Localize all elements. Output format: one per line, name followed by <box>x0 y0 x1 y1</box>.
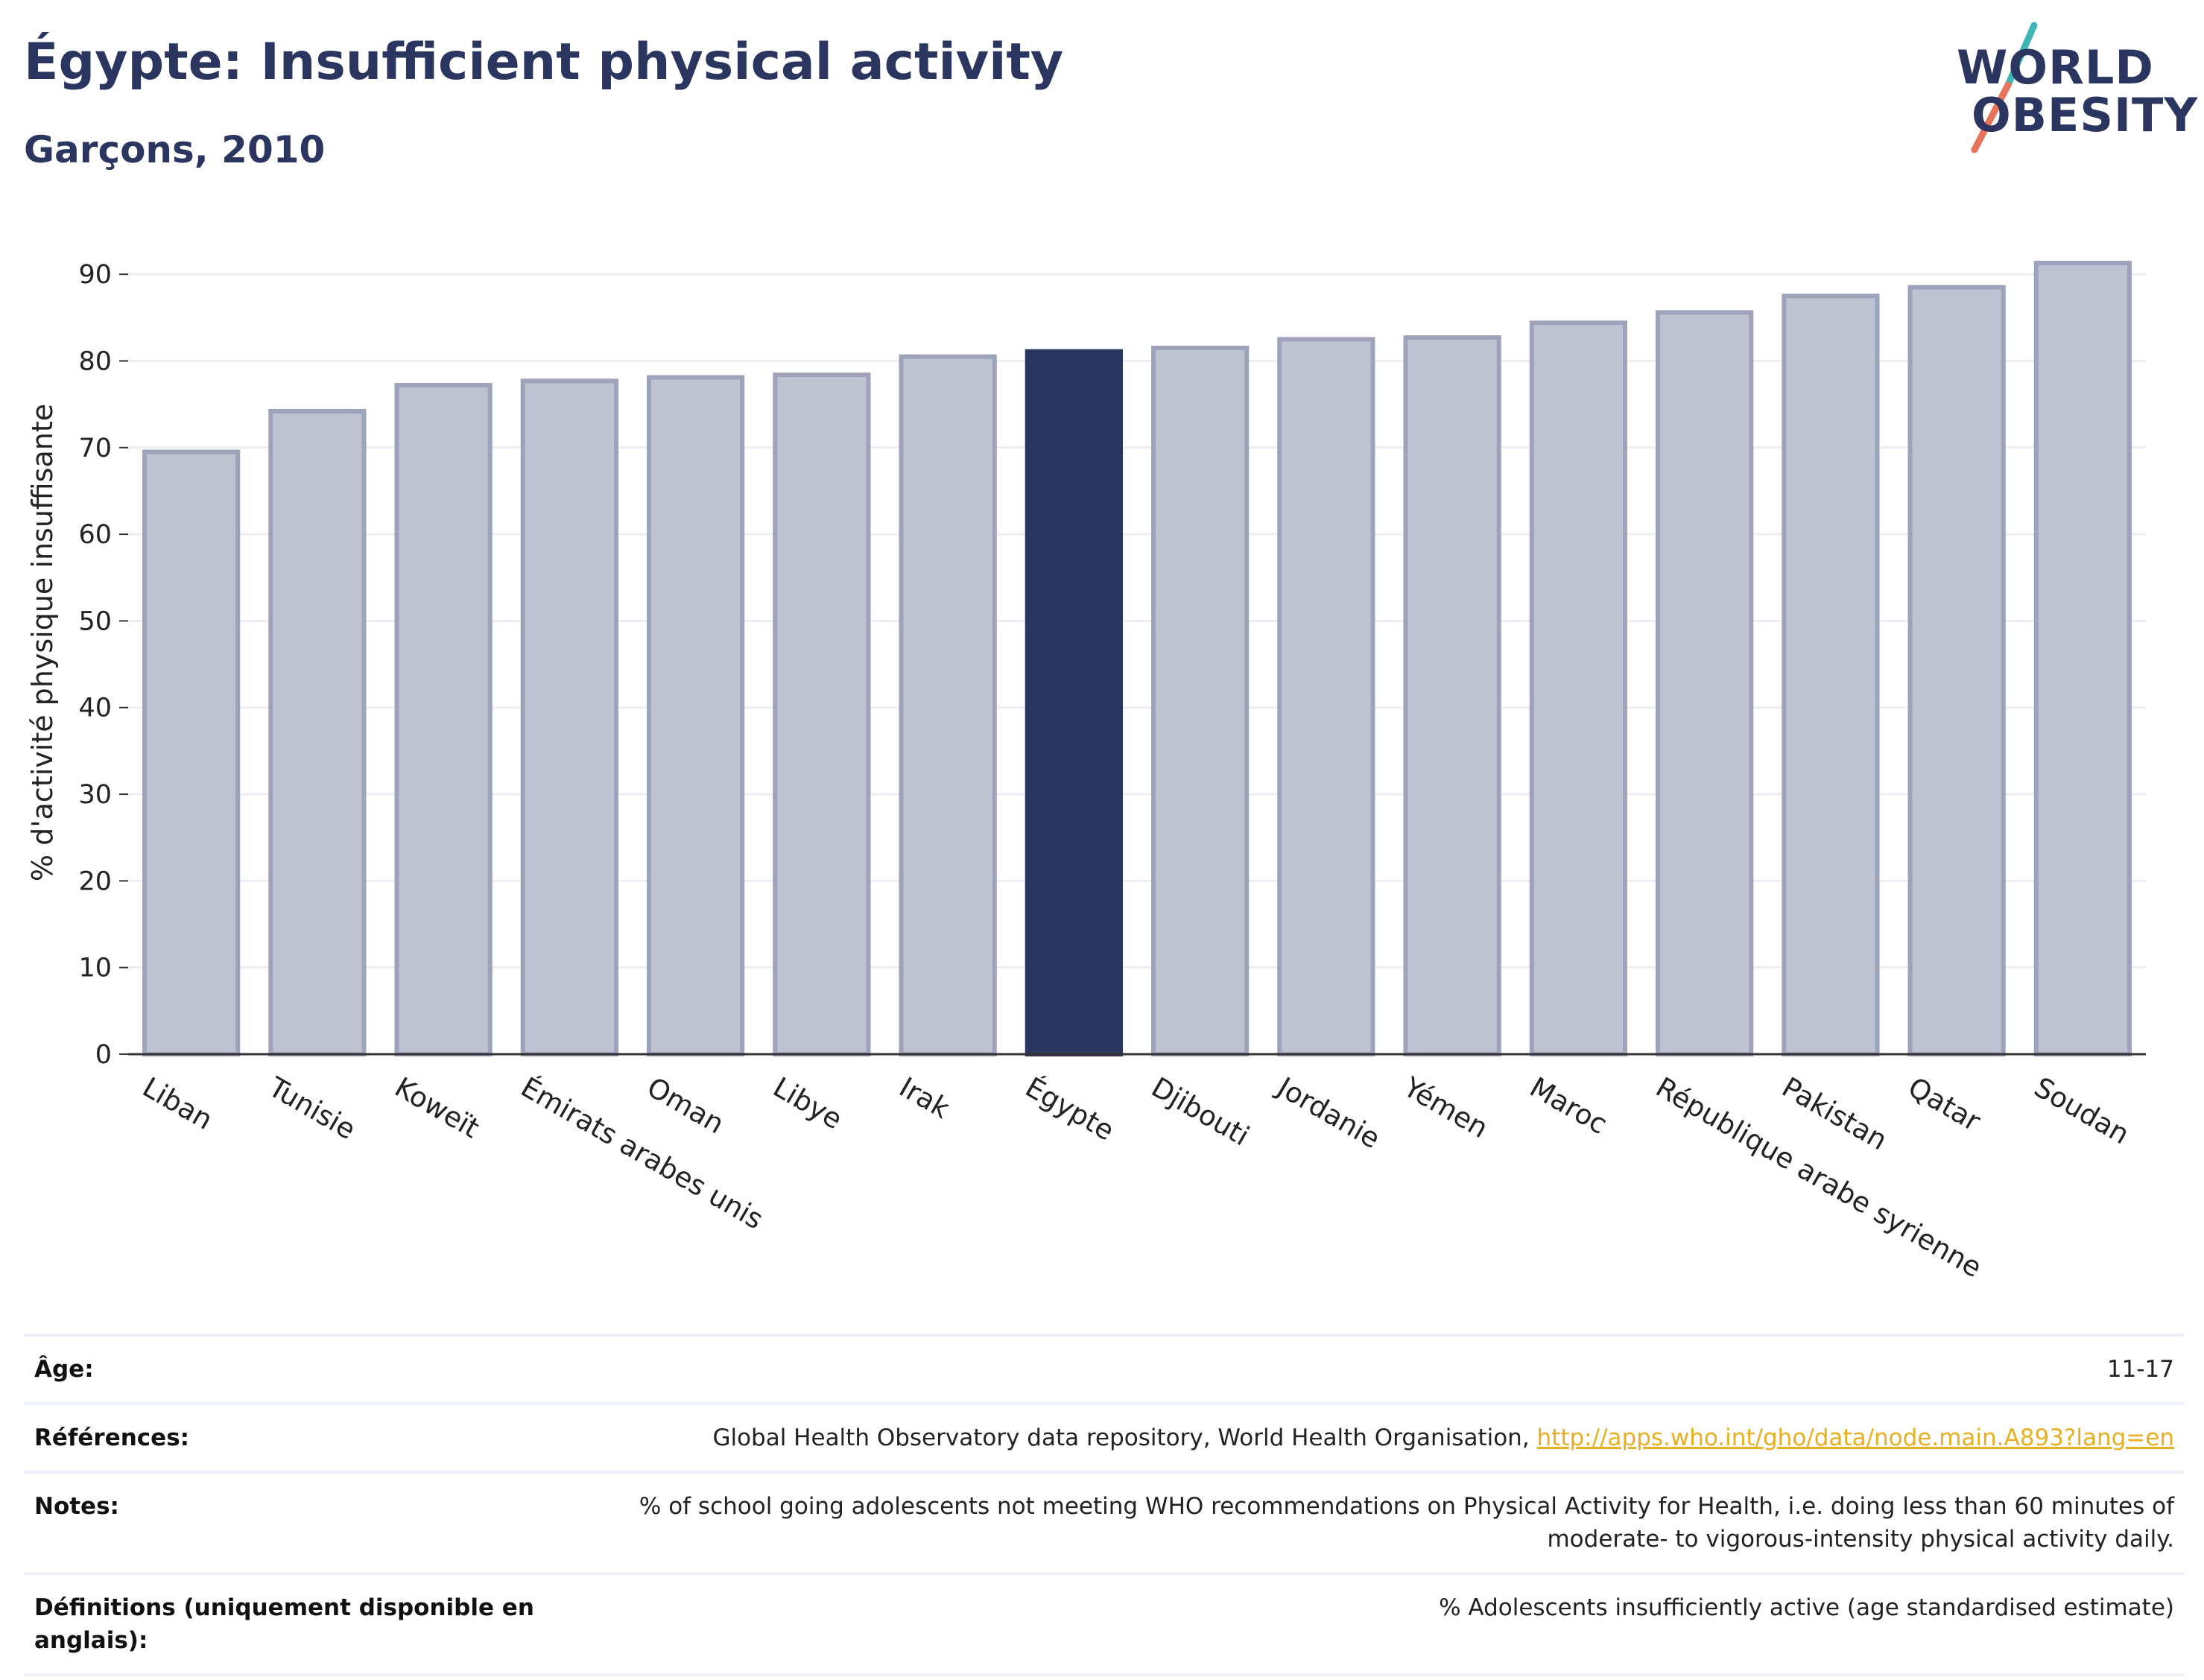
bar-country <box>1403 335 1501 1056</box>
info-label: Notes: <box>34 1493 119 1520</box>
info-label: Définitions (uniquement disponible en an… <box>34 1594 534 1654</box>
x-tick-label: Djibouti <box>1146 1071 1255 1153</box>
bar-country <box>394 383 493 1056</box>
bar-country <box>2033 261 2132 1056</box>
info-label: Références: <box>34 1424 190 1451</box>
info-value: % Adolescents insufficiently active (age… <box>1439 1594 2174 1621</box>
reference-link[interactable]: http://apps.who.int/gho/data/node.main.A… <box>1536 1424 2174 1451</box>
info-value: Global Health Observatory data repositor… <box>712 1421 2174 1454</box>
y-tick-label: 40 <box>78 694 112 723</box>
info-row-references: Références: Global Health Observatory da… <box>24 1405 2185 1474</box>
category-labels: Liban Tunisie Koweït Émirats arabes unisOma… <box>137 1071 2135 1284</box>
info-value: 11-17 <box>2106 1356 2174 1383</box>
y-tick-label: 20 <box>78 866 112 896</box>
x-tick-label: Jordanie <box>1271 1071 1386 1156</box>
logo-word-world: WORLD <box>1957 40 2154 95</box>
chart-subtitle: Garçons, 2010 <box>24 128 326 171</box>
logo-slash-icon <box>1971 22 2038 153</box>
bar-country <box>1782 294 1880 1057</box>
info-table: Âge: 11-17 Références: Global Health Obs… <box>24 1334 2185 1676</box>
x-tick-label: Koweït <box>390 1071 485 1145</box>
x-tick-label: Yémen <box>1398 1071 1494 1144</box>
x-tick-label: Soudan <box>2029 1071 2135 1151</box>
y-axis-title: % d'activité physique insuffisante <box>26 404 59 881</box>
bar-country <box>1529 320 1627 1056</box>
x-tick-label: Oman <box>642 1071 729 1141</box>
bar-country <box>899 354 997 1056</box>
axes: 0 10 20 30 40 50 60 70 80 90 <box>78 260 2146 1070</box>
y-tick-label: 60 <box>78 520 112 550</box>
info-value: % of school going adolescents not meetin… <box>639 1493 2174 1553</box>
x-tick-label: Liban <box>137 1071 218 1136</box>
y-tick-label: 30 <box>78 780 112 810</box>
bar-country <box>1151 346 1250 1057</box>
x-tick-label: Maroc <box>1524 1071 1612 1141</box>
x-tick-label: Irak <box>894 1071 956 1126</box>
info-row-notes: Notes: % of school going adolescents not… <box>24 1474 2185 1575</box>
y-tick-label: 70 <box>78 434 112 463</box>
x-tick-label: Égypte <box>1020 1071 1120 1147</box>
bar-country <box>773 373 871 1056</box>
x-tick-label: Qatar <box>1903 1071 1986 1138</box>
logo-word-obesity: OBESITY <box>1972 88 2199 142</box>
world-obesity-logo: WORLD OBESITY <box>1937 19 2197 161</box>
bar-country <box>142 449 241 1056</box>
y-tick-label: 90 <box>78 260 112 290</box>
bar-highlight <box>1025 349 1123 1056</box>
bar-country <box>268 408 367 1056</box>
bar-country <box>1907 285 2006 1057</box>
bar-country <box>1656 310 1754 1056</box>
x-tick-label: Tunisie <box>263 1071 361 1146</box>
x-tick-label: Libye <box>767 1071 847 1136</box>
bar-chart: 0 10 20 30 40 50 60 70 80 90 Liban Tunisie Koweït Ém… <box>26 260 2146 1284</box>
bars <box>142 261 2132 1057</box>
x-tick-label: Émirats arabes unis <box>516 1071 769 1236</box>
y-tick-label: 0 <box>95 1040 112 1070</box>
info-row-definitions: Définitions (uniquement disponible en an… <box>24 1575 2185 1676</box>
y-tick-label: 50 <box>78 606 112 636</box>
info-row-age: Âge: 11-17 <box>24 1337 2185 1405</box>
reference-text: Global Health Observatory data repositor… <box>712 1424 1530 1451</box>
bar-country <box>1277 337 1375 1057</box>
info-label: Âge: <box>34 1356 94 1383</box>
x-tick-label: Pakistan <box>1776 1071 1893 1157</box>
bar-country <box>647 375 745 1057</box>
bar-country <box>520 378 618 1056</box>
y-tick-label: 10 <box>78 954 112 983</box>
y-tick-label: 80 <box>78 346 112 376</box>
chart-title: Égypte: Insufficient physical activity <box>24 33 1064 92</box>
